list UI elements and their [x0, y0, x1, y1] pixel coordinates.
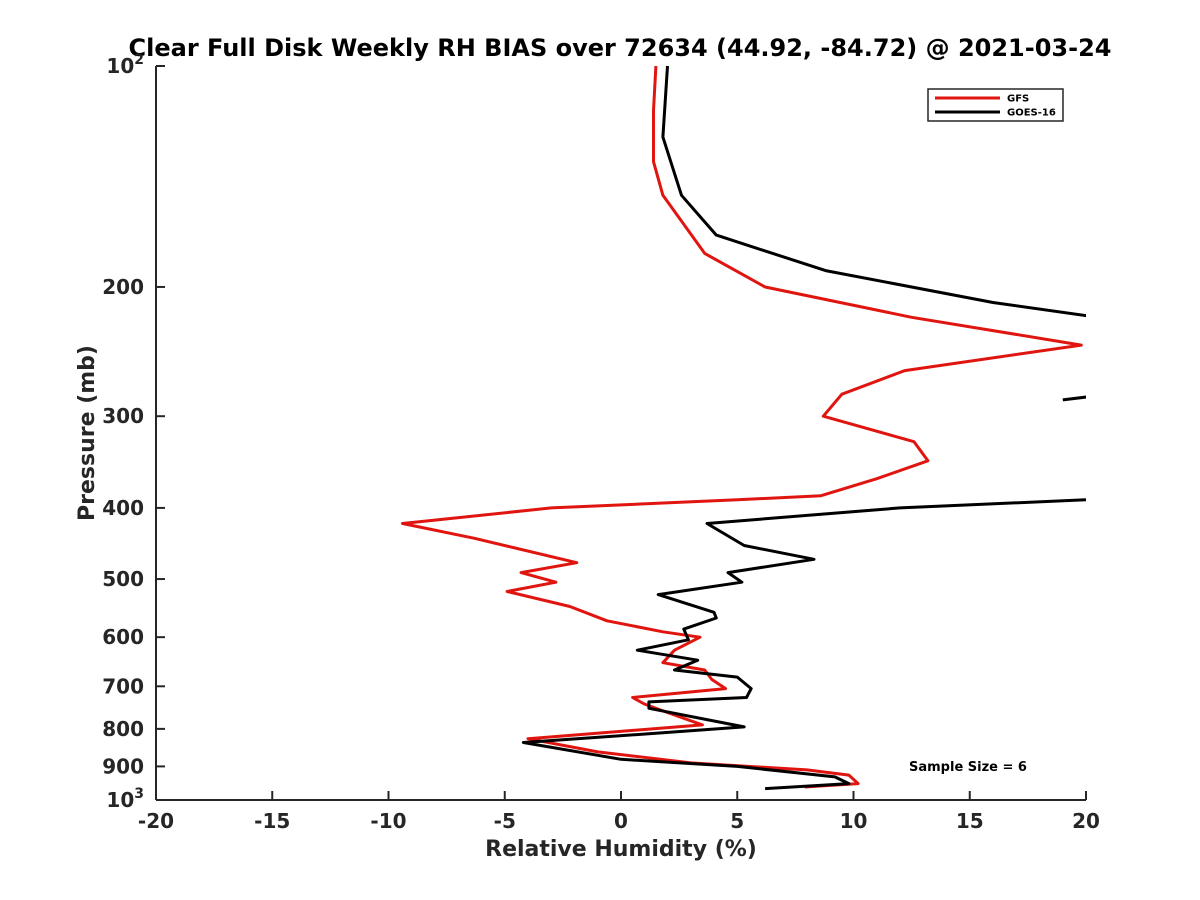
- x-tick-label: 20: [1072, 809, 1100, 833]
- legend-box: [927, 88, 1064, 122]
- chart-title: Clear Full Disk Weekly RH BIAS over 7263…: [129, 34, 1112, 62]
- sample-size-annotation: Sample Size = 6: [909, 760, 1027, 775]
- series-line-goes-16: [521, 65, 1086, 791]
- y-tick-label-power: 103: [106, 786, 144, 812]
- y-tick-label-power: 102: [106, 52, 144, 78]
- x-axis-label: Relative Humidity (%): [485, 837, 757, 862]
- y-tick-label: 200: [102, 275, 144, 299]
- y-tick-label: 400: [102, 496, 144, 520]
- y-tick-label: 500: [102, 567, 144, 591]
- y-axis-label: Pressure (mb): [75, 345, 100, 521]
- series-line-gfs: [401, 65, 1083, 789]
- x-tick-label: 10: [840, 809, 868, 833]
- x-tick-label: 0: [614, 809, 628, 833]
- y-tick-label: 600: [102, 625, 144, 649]
- x-tick-label: -5: [494, 809, 516, 833]
- legend-label: GOES-16: [1007, 108, 1056, 119]
- x-tick-label: 15: [956, 809, 984, 833]
- y-tick-label: 900: [102, 754, 144, 778]
- y-tick-label: 700: [102, 674, 144, 698]
- x-tick-label: -10: [370, 809, 406, 833]
- legend-label: GFS: [1007, 94, 1029, 105]
- x-tick-label: -20: [138, 809, 174, 833]
- x-tick-label: 5: [730, 809, 744, 833]
- y-tick-label: 300: [102, 404, 144, 428]
- legend: GFS GOES-16: [927, 88, 1064, 122]
- x-tick-label: -15: [254, 809, 290, 833]
- y-tick-label: 800: [102, 717, 144, 741]
